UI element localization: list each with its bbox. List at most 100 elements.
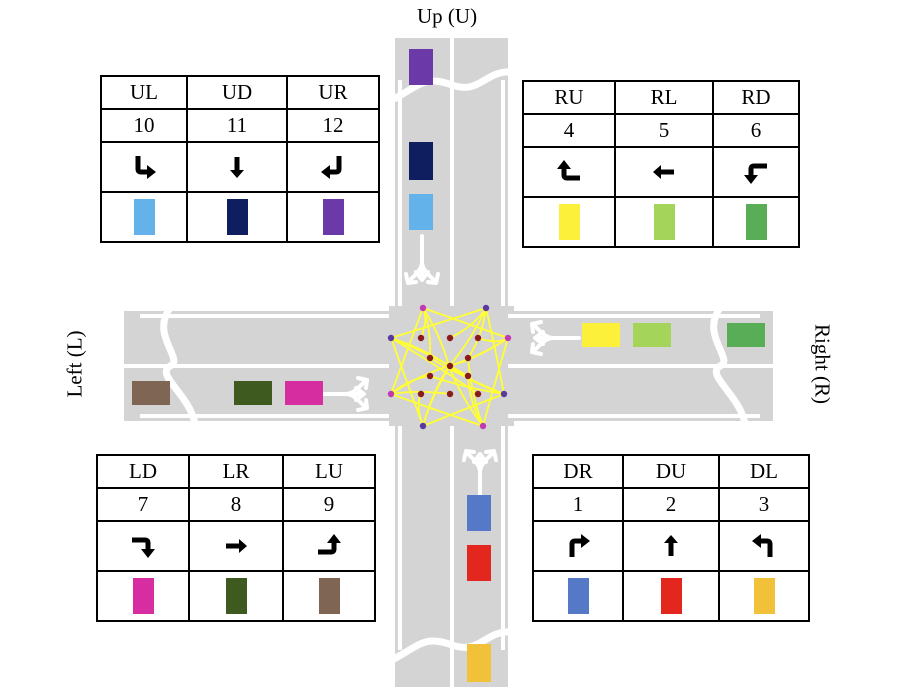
conflict-path-6 — [467, 307, 487, 359]
direction-label-right: Right (R) — [810, 324, 835, 404]
vehicle-color-swatch — [660, 578, 682, 614]
swatch-cell — [100, 191, 188, 243]
movement-number: 3 — [718, 487, 810, 522]
movement-code: LU — [282, 454, 376, 489]
turn-cell — [718, 520, 810, 572]
conflict-point-9 — [446, 390, 454, 398]
movement-number: 8 — [188, 487, 284, 522]
swatch-cell — [718, 570, 810, 622]
movement-code: UR — [286, 75, 380, 110]
conflict-path-17 — [467, 357, 484, 427]
movement-number: 5 — [614, 113, 714, 148]
conflict-path-4 — [448, 307, 487, 367]
conflict-point-1 — [446, 334, 454, 342]
turn-straight-arrow-icon — [664, 535, 678, 556]
swatch-cell — [532, 570, 624, 622]
conflict-path-18 — [467, 375, 484, 427]
turn-right-arrow-icon — [321, 156, 342, 179]
conflict-path-30 — [390, 337, 479, 395]
conflict-point-8 — [417, 390, 425, 398]
direction-label-left: Left (L) — [62, 330, 87, 398]
swatch-cell — [186, 191, 288, 243]
turn-left-arrow-icon — [752, 534, 773, 557]
vehicle-lr — [234, 381, 272, 405]
conflict-path-10 — [449, 337, 509, 367]
turn-left-arrow-icon — [135, 156, 156, 179]
movement-code: LR — [188, 454, 284, 489]
legend-right: RU RL RD 4 5 6 — [522, 80, 800, 248]
vehicle-color-swatch — [567, 578, 589, 614]
movement-number: 7 — [96, 487, 190, 522]
turn-right-arrow-icon — [569, 534, 590, 557]
vehicle-color-swatch — [132, 578, 154, 614]
turn-cell — [614, 146, 714, 198]
direction-label-up: Up (U) — [417, 4, 478, 28]
exit-point-3 — [419, 422, 427, 430]
movement-number: 11 — [186, 108, 288, 143]
vehicle-ud — [409, 142, 433, 180]
movement-code: RL — [614, 80, 714, 115]
lane-arrow-down-icon — [462, 449, 498, 500]
conflict-path-23 — [390, 337, 424, 427]
conflict-point-3 — [426, 354, 434, 362]
road-break-east — [710, 305, 749, 425]
movement-number: 9 — [282, 487, 376, 522]
turn-cell — [96, 520, 190, 572]
vehicle-dl — [467, 644, 491, 682]
turn-cell — [712, 146, 800, 198]
turn-cell — [286, 141, 380, 193]
conflict-point-10 — [474, 390, 482, 398]
movement-number: 12 — [286, 108, 380, 143]
swatch-cell — [286, 191, 380, 243]
vehicle-color-swatch — [133, 199, 155, 235]
conflict-point-2 — [474, 334, 482, 342]
vehicle-color-swatch — [558, 204, 580, 240]
turn-cell — [522, 146, 616, 198]
swatch-cell — [614, 196, 714, 248]
swatch-cell — [712, 196, 800, 248]
legend-down: DR DU DL 1 2 3 — [532, 454, 810, 622]
turn-left-arrow-icon — [744, 163, 767, 184]
vehicle-ld — [285, 381, 323, 405]
swatch-cell — [188, 570, 284, 622]
exit-point-2 — [500, 390, 508, 398]
conflict-path-2 — [422, 307, 432, 359]
vehicle-rl — [633, 323, 671, 347]
conflict-path-25 — [390, 375, 431, 395]
conflict-zone — [387, 304, 512, 430]
movement-number: 1 — [532, 487, 624, 522]
conflict-point-6 — [426, 372, 434, 380]
vehicle-color-swatch — [226, 199, 248, 235]
vehicle-dr — [467, 495, 491, 531]
conflict-path-7 — [485, 307, 505, 395]
entry-point-2 — [504, 334, 512, 342]
movement-number: 4 — [522, 113, 616, 148]
vehicle-color-swatch — [745, 204, 767, 240]
vehicles — [132, 49, 765, 682]
vehicle-color-swatch — [225, 578, 247, 614]
exit-point-0 — [482, 304, 490, 312]
movement-code: UD — [186, 75, 288, 110]
vehicle-ul — [409, 194, 433, 230]
conflict-point-0 — [417, 334, 425, 342]
lane-direction-arrows — [318, 234, 581, 500]
turn-cell — [622, 520, 720, 572]
turn-cell — [100, 141, 188, 193]
movement-code: DL — [718, 454, 810, 489]
movement-code: LD — [96, 454, 190, 489]
conflict-path-26 — [390, 390, 451, 395]
movement-code: UL — [100, 75, 188, 110]
entry-point-3 — [479, 422, 487, 430]
vehicle-color-swatch — [318, 578, 340, 614]
conflict-point-7 — [464, 372, 472, 380]
movement-code: DR — [532, 454, 624, 489]
turn-right-arrow-icon — [132, 537, 155, 558]
conflict-path-3 — [422, 307, 509, 339]
vehicle-rd — [727, 323, 765, 347]
swatch-cell — [522, 196, 616, 248]
conflict-path-11 — [482, 337, 509, 427]
road-break-north — [390, 68, 513, 104]
turn-right-arrow-icon — [557, 160, 580, 181]
entry-point-1 — [387, 390, 395, 398]
